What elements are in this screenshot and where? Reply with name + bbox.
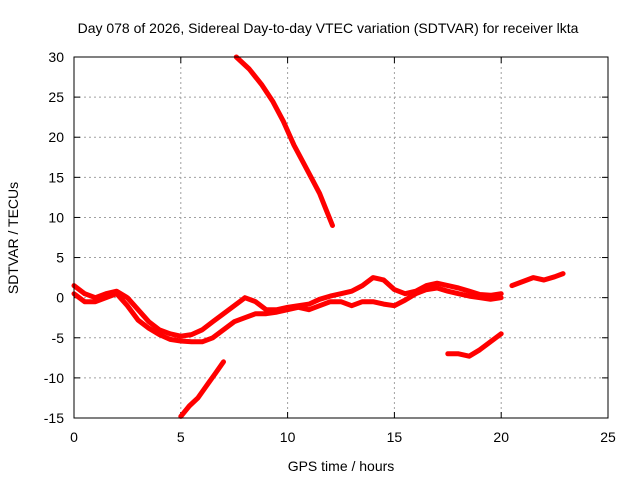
x-tick-label: 25 bbox=[600, 429, 616, 445]
y-tick-label: 30 bbox=[48, 49, 64, 65]
x-tick-label: 20 bbox=[493, 429, 509, 445]
x-tick-label: 5 bbox=[177, 429, 185, 445]
series-arc-mid-lower-right bbox=[445, 331, 504, 359]
x-axis-label: GPS time / hours bbox=[288, 458, 395, 474]
y-tick-label: 25 bbox=[48, 89, 64, 105]
series-arc-main-lower bbox=[71, 285, 504, 345]
chart-title: Day 078 of 2026, Sidereal Day-to-day VTE… bbox=[78, 20, 579, 36]
x-tick-label: 0 bbox=[70, 429, 78, 445]
series-arc-far-right bbox=[509, 271, 566, 289]
x-tick-label: 10 bbox=[280, 429, 296, 445]
y-tick-label: 5 bbox=[56, 250, 64, 266]
y-tick-label: 15 bbox=[48, 169, 64, 185]
y-tick-label: 10 bbox=[48, 209, 64, 225]
series-arc-high bbox=[233, 54, 335, 228]
x-tick-label: 15 bbox=[387, 429, 403, 445]
plot-frame bbox=[73, 56, 609, 419]
y-tick-label: -10 bbox=[44, 370, 64, 386]
y-tick-label: 0 bbox=[56, 290, 64, 306]
y-tick-label: -15 bbox=[44, 410, 64, 426]
tick-labels: 0 5 10 15 20 25 -15 -10 -5 0 5 10 15 20 25 30 bbox=[44, 49, 616, 445]
data-series bbox=[71, 54, 566, 419]
y-tick-label: -5 bbox=[52, 330, 65, 346]
grid bbox=[74, 57, 608, 418]
y-tick-label: 20 bbox=[48, 129, 64, 145]
axis-ticks bbox=[73, 56, 609, 419]
series-arc-low-left bbox=[178, 359, 226, 419]
y-axis-label: SDTVAR / TECUs bbox=[5, 182, 21, 294]
